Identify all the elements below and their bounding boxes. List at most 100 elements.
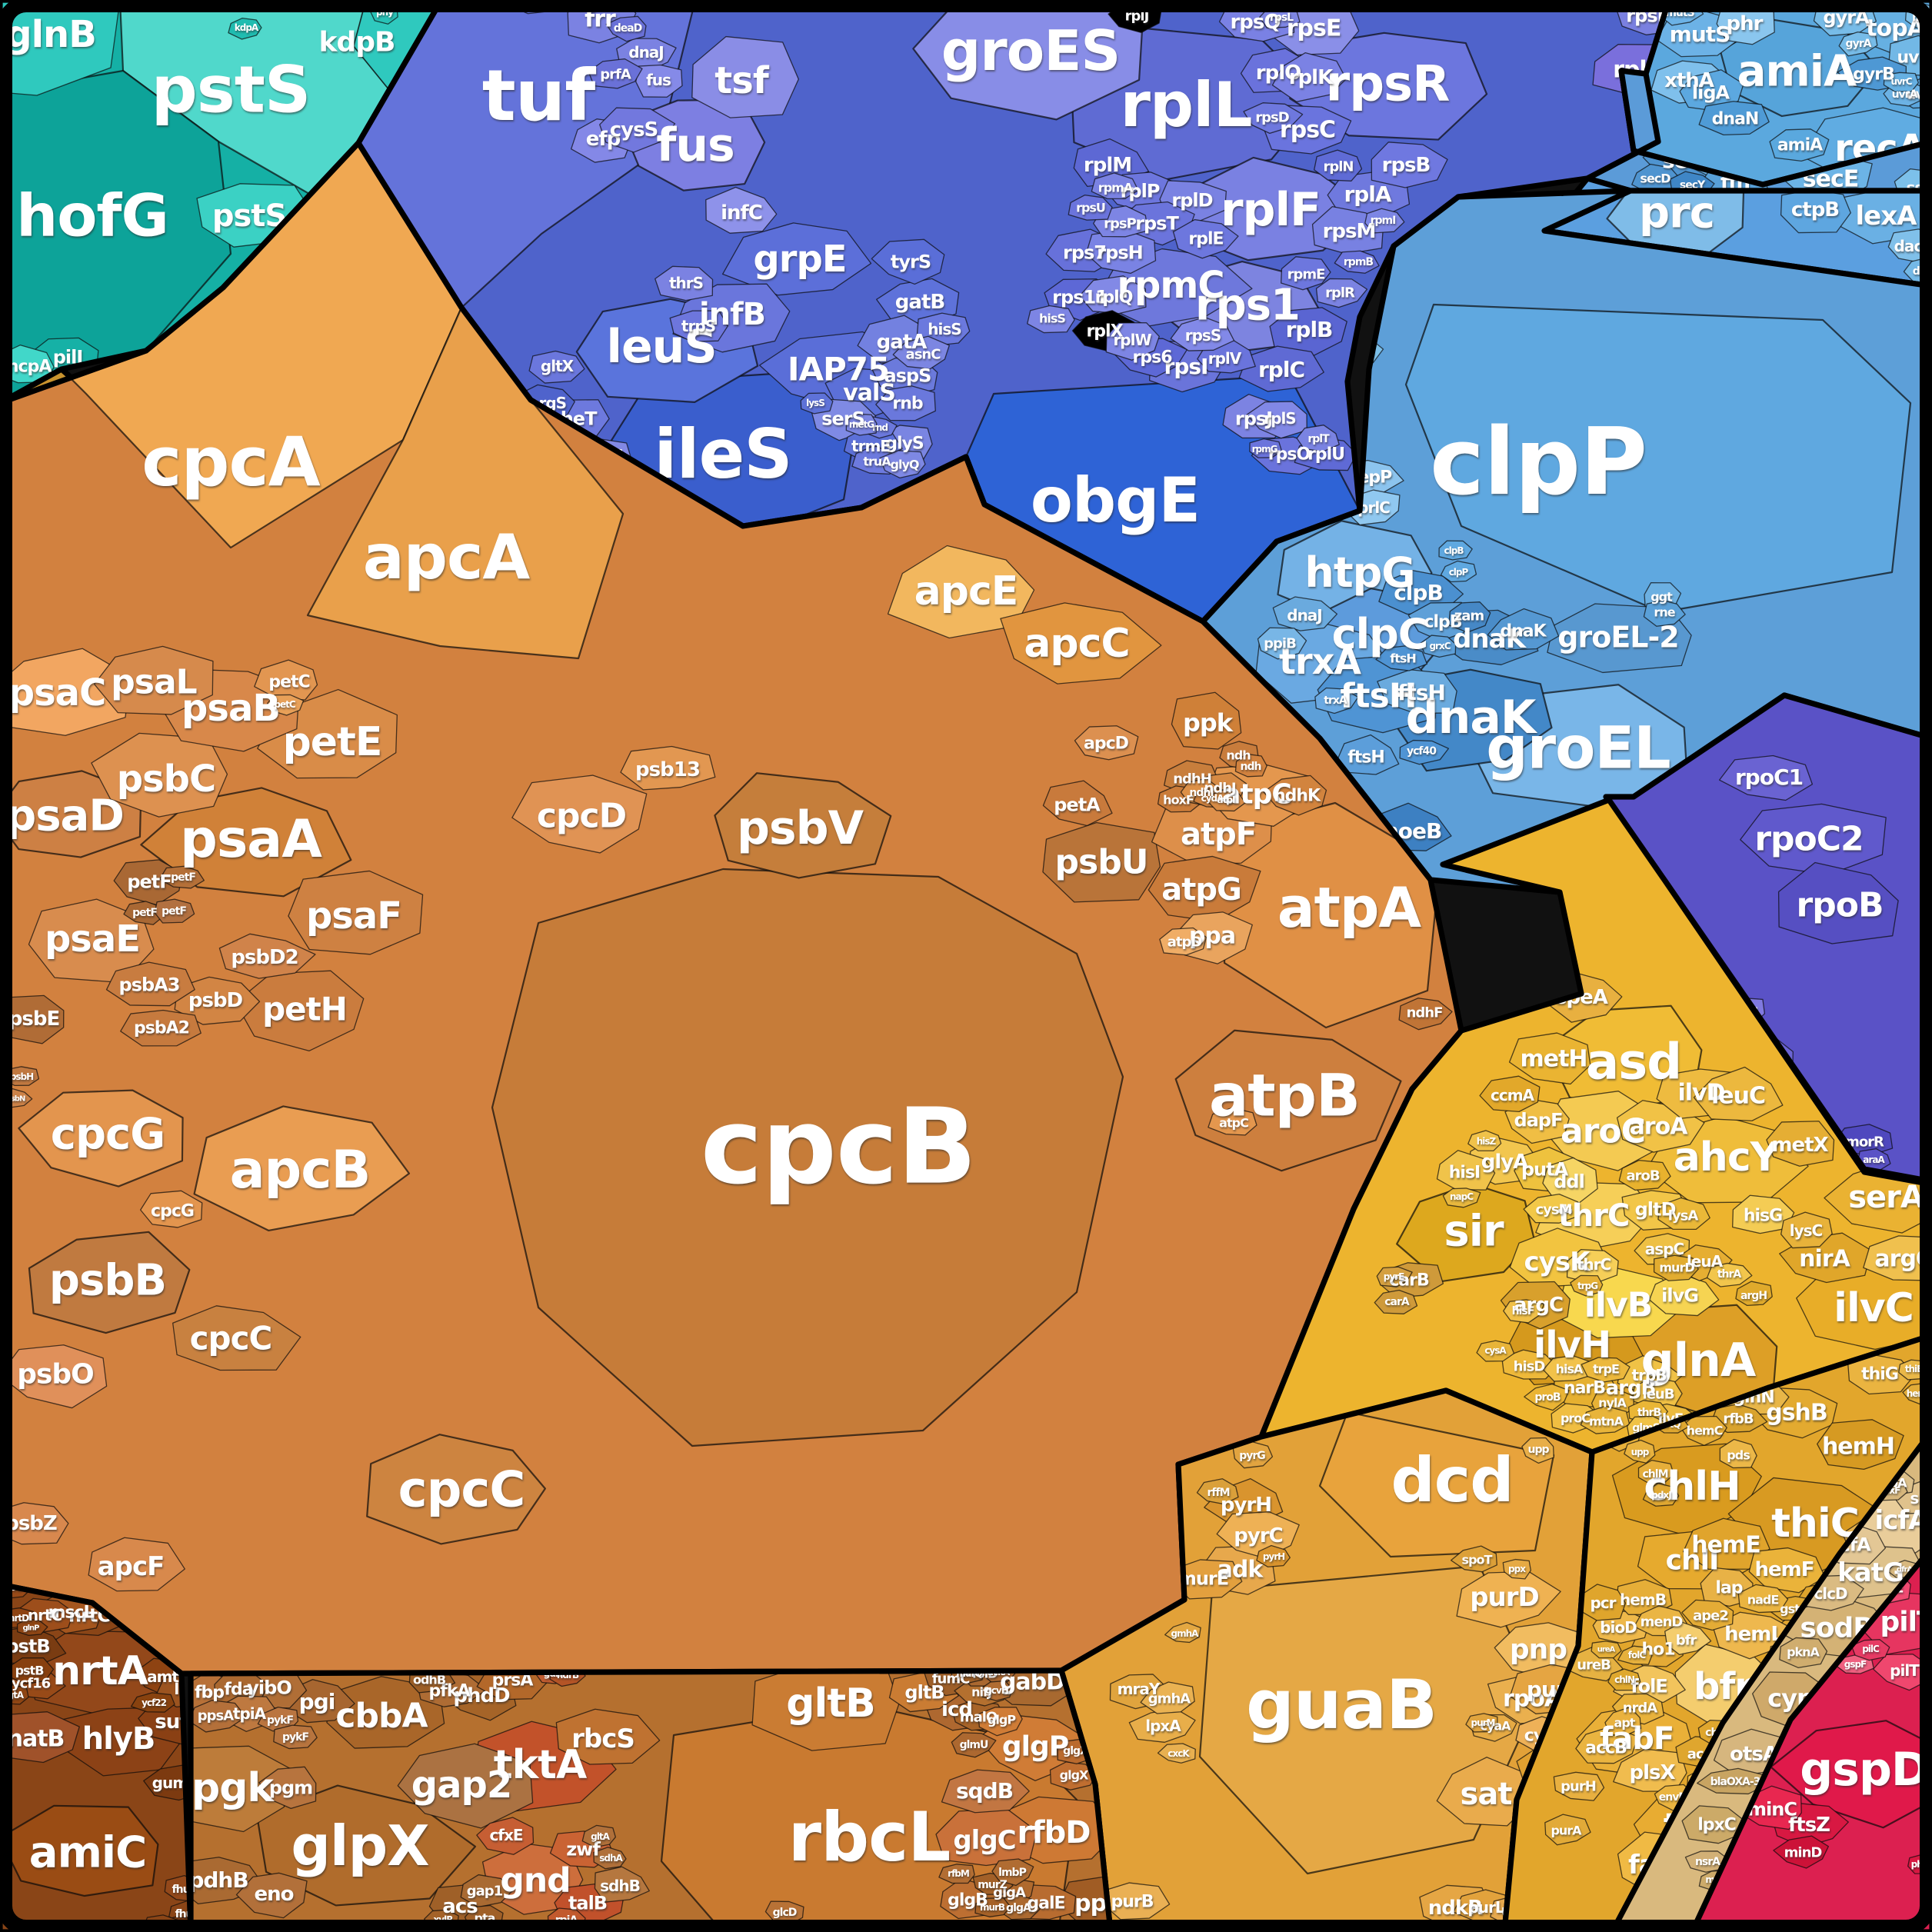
cell-apcD[interactable] xyxy=(1074,725,1139,761)
cell-hemC[interactable] xyxy=(1680,1415,1727,1447)
cell-glnP[interactable] xyxy=(16,1618,48,1636)
cell-deaD[interactable] xyxy=(605,15,647,42)
cell-thrS[interactable] xyxy=(655,265,714,301)
cell-secY[interactable] xyxy=(1669,171,1715,198)
cell-gspD[interactable] xyxy=(1770,1720,1932,1829)
cell-lpxC[interactable] xyxy=(1681,1805,1744,1844)
cell-pykF[interactable] xyxy=(273,1724,318,1750)
cell-ycf40[interactable] xyxy=(1399,739,1450,765)
cell-psbA2[interactable] xyxy=(120,1009,202,1047)
cell-pknA[interactable] xyxy=(1779,1637,1828,1668)
cell-sdhB[interactable] xyxy=(594,1866,650,1903)
cell-dnaN[interactable] xyxy=(1698,101,1770,136)
cell-gap2[interactable] xyxy=(397,1743,534,1829)
cell-amiA[interactable] xyxy=(1769,128,1830,162)
cell-purH[interactable] xyxy=(1553,1771,1605,1801)
cell-bfr[interactable] xyxy=(1664,1621,1712,1655)
cell-hisF[interactable] xyxy=(1503,1299,1545,1324)
cell-cxcK[interactable] xyxy=(1157,1743,1196,1764)
cell-clpB[interactable] xyxy=(1438,540,1473,561)
cell-sdhA[interactable] xyxy=(593,1847,627,1870)
cell-apcB[interactable] xyxy=(193,1105,411,1232)
cell-rnb[interactable] xyxy=(875,385,936,421)
cell-atpA[interactable] xyxy=(1223,801,1441,1029)
cell-petA[interactable] xyxy=(1042,780,1113,827)
cell-ccmA[interactable] xyxy=(1479,1075,1541,1113)
cell-lysC[interactable] xyxy=(1780,1211,1833,1249)
cell-gyrA[interactable] xyxy=(1838,31,1878,57)
cell-amiC[interactable] xyxy=(0,1804,159,1897)
cell-zam[interactable] xyxy=(1448,601,1491,633)
cell-blaOXA-3[interactable] xyxy=(1697,1767,1767,1795)
cell-apt[interactable] xyxy=(1604,1706,1642,1736)
cell-groES[interactable] xyxy=(912,0,1144,121)
cell-murB[interactable] xyxy=(974,1897,1011,1917)
cell-metG[interactable] xyxy=(845,413,878,436)
cell-purM[interactable] xyxy=(1465,1713,1498,1733)
cell-trxA[interactable] xyxy=(1314,687,1359,715)
cell-psbC[interactable] xyxy=(91,732,228,818)
cell-psbV[interactable] xyxy=(714,772,892,879)
cell-gltB[interactable] xyxy=(751,1662,900,1751)
cell-cysS[interactable] xyxy=(599,107,676,153)
cell-pyrE[interactable] xyxy=(1376,1266,1413,1287)
cell-clpP[interactable] xyxy=(1440,560,1477,583)
cell-gmhA[interactable] xyxy=(1140,1681,1195,1714)
cell-ppx[interactable] xyxy=(1502,1558,1531,1580)
cell-ape2[interactable] xyxy=(1681,1599,1734,1631)
cell-ycf22[interactable] xyxy=(130,1692,175,1713)
cell-rfbM[interactable] xyxy=(938,1864,975,1884)
cell-grpE[interactable] xyxy=(721,222,872,296)
cell-ppk[interactable] xyxy=(1171,691,1242,750)
cell-glyQ[interactable] xyxy=(879,450,926,479)
cell-asnC[interactable] xyxy=(892,335,950,370)
cell-rplQ[interactable] xyxy=(1078,275,1147,315)
cell-spoT[interactable] xyxy=(1450,1545,1497,1573)
cell-purD[interactable] xyxy=(1456,1571,1561,1628)
cell-trpG[interactable] xyxy=(1570,1274,1604,1297)
cell-atpC[interactable] xyxy=(1208,1107,1257,1136)
cell-lmbP[interactable] xyxy=(991,1858,1034,1887)
cell-chlM[interactable] xyxy=(1637,1459,1674,1485)
cell-apcE[interactable] xyxy=(887,545,1035,639)
cell-ndhF[interactable] xyxy=(1398,998,1453,1031)
cell-cysM[interactable] xyxy=(1523,1193,1580,1224)
cell-chlN[interactable] xyxy=(1607,1668,1641,1691)
cell-hisS[interactable] xyxy=(1027,305,1075,334)
cell-thrC[interactable] xyxy=(1566,1248,1619,1284)
cell-sqdB[interactable] xyxy=(941,1769,1030,1814)
cell-metX[interactable] xyxy=(1766,1121,1835,1167)
cell-uvrC[interactable] xyxy=(1883,72,1920,92)
cell-rpoB[interactable] xyxy=(1777,861,1899,944)
cell-psbU[interactable] xyxy=(1042,821,1161,903)
cell-tyrS[interactable] xyxy=(871,238,945,285)
cell-hisG[interactable] xyxy=(1732,1194,1795,1234)
cell-rplN[interactable] xyxy=(1314,149,1363,182)
cell-psbB[interactable] xyxy=(28,1231,191,1334)
cell-napC[interactable] xyxy=(1442,1188,1481,1208)
cell-cpcC[interactable] xyxy=(366,1434,546,1545)
cell-rpsM[interactable] xyxy=(1311,205,1384,255)
cell-rpoC2[interactable] xyxy=(1740,803,1887,876)
cell-cfxE[interactable] xyxy=(476,1817,535,1855)
cell-ctpB[interactable] xyxy=(1780,189,1851,234)
cell-pdxJ[interactable] xyxy=(1642,1483,1680,1507)
cell-ftsH[interactable] xyxy=(1375,645,1428,671)
cell-rplK[interactable] xyxy=(1271,52,1347,102)
cell-psb13[interactable] xyxy=(620,745,716,791)
cell-rplR[interactable] xyxy=(1315,278,1368,308)
cell-psbA3[interactable] xyxy=(105,961,195,1007)
cell-pstB[interactable] xyxy=(9,1657,55,1685)
cell-carA[interactable] xyxy=(1374,1289,1418,1314)
cell-upp[interactable] xyxy=(1624,1439,1656,1464)
cell-psaF[interactable] xyxy=(288,870,424,955)
cell-pds[interactable] xyxy=(1719,1438,1757,1469)
cell-ndhK[interactable] xyxy=(1263,774,1327,816)
cell-rpmI[interactable] xyxy=(1364,208,1405,234)
cell-upp[interactable] xyxy=(1521,1437,1554,1464)
cell-hisZ[interactable] xyxy=(1467,1130,1502,1151)
cell-rpsD[interactable] xyxy=(1243,102,1304,135)
cell-leuC[interactable] xyxy=(1693,1066,1784,1121)
cell-hemH[interactable] xyxy=(1817,1419,1904,1471)
cell-minD[interactable] xyxy=(1773,1835,1829,1869)
